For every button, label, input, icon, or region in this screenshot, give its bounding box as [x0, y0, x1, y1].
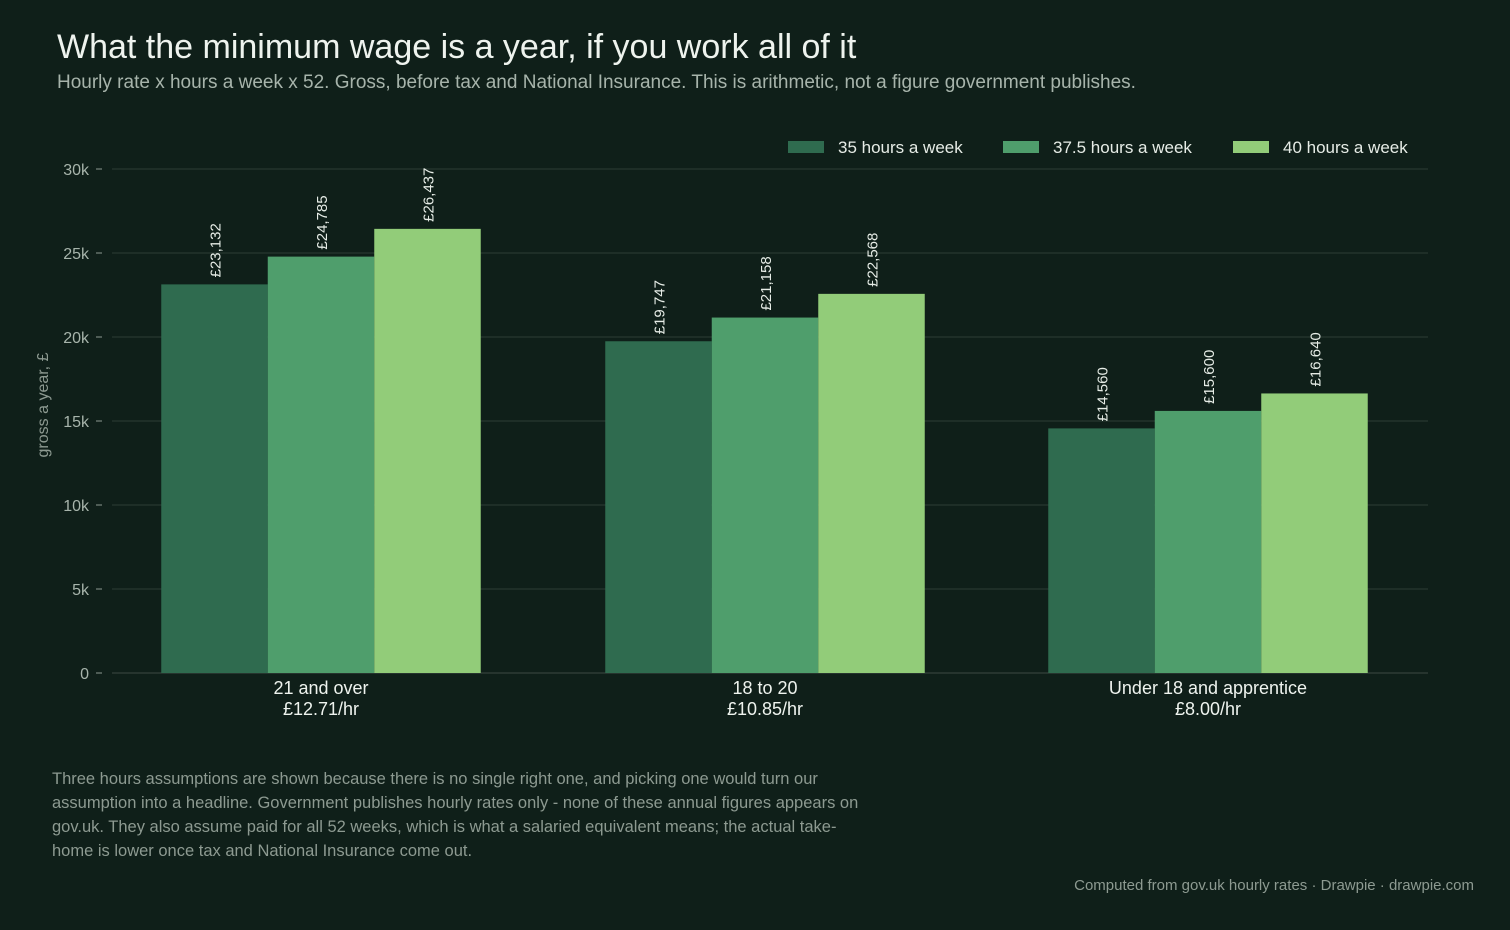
y-tick-label: 20k: [63, 330, 90, 347]
chart-title: What the minimum wage is a year, if you …: [57, 28, 857, 66]
y-tick-label: 0: [80, 666, 89, 683]
bar: [1048, 428, 1155, 673]
source-footer: Computed from gov.uk hourly rates · Draw…: [1074, 877, 1474, 894]
data-label: £26,437: [421, 168, 438, 222]
bar: [1261, 393, 1368, 673]
y-tick-label: 15k: [63, 414, 90, 431]
x-tick-rate-label: £10.85/hr: [727, 699, 803, 719]
bar: [711, 317, 819, 673]
legend-label: 40 hours a week: [1283, 138, 1408, 157]
data-label: £15,600: [1201, 350, 1218, 404]
x-tick-label: 18 to 20: [732, 678, 797, 698]
data-label: £21,158: [758, 256, 775, 310]
legend-swatch: [1233, 141, 1269, 153]
bar-chart: 0 5k 10k 15k 20k 25k 30k gross a year, £ £23,132…: [35, 138, 1428, 719]
bar: [818, 293, 925, 673]
data-label: £24,785: [314, 195, 331, 249]
y-axis-label: gross a year, £: [35, 352, 52, 457]
bar: [1154, 410, 1262, 673]
legend-swatch: [788, 141, 824, 153]
x-tick-rate-label: £8.00/hr: [1175, 699, 1241, 719]
y-tick-label: 10k: [63, 498, 90, 515]
bar: [267, 256, 375, 673]
y-tick-label: 30k: [63, 162, 90, 179]
bar: [605, 341, 712, 673]
chart-subtitle: Hourly rate x hours a week x 52. Gross, …: [57, 72, 1136, 93]
data-label: £23,132: [208, 223, 225, 277]
bar: [161, 284, 268, 673]
data-label: £22,568: [865, 233, 882, 287]
y-tick-label: 25k: [63, 246, 90, 263]
x-tick-label: 21 and over: [273, 678, 368, 698]
data-label: £14,560: [1095, 367, 1112, 421]
legend-swatch: [1003, 141, 1039, 153]
methodology-note: Three hours assumptions are shown becaus…: [52, 770, 859, 860]
x-tick-label: Under 18 and apprentice: [1109, 678, 1307, 698]
legend-label: 37.5 hours a week: [1053, 138, 1192, 157]
data-label: £16,640: [1308, 332, 1325, 386]
y-tick-label: 5k: [72, 582, 90, 599]
data-label: £19,747: [652, 280, 669, 334]
bar: [374, 228, 481, 673]
x-tick-rate-label: £12.71/hr: [283, 699, 359, 719]
legend-label: 35 hours a week: [838, 138, 963, 157]
